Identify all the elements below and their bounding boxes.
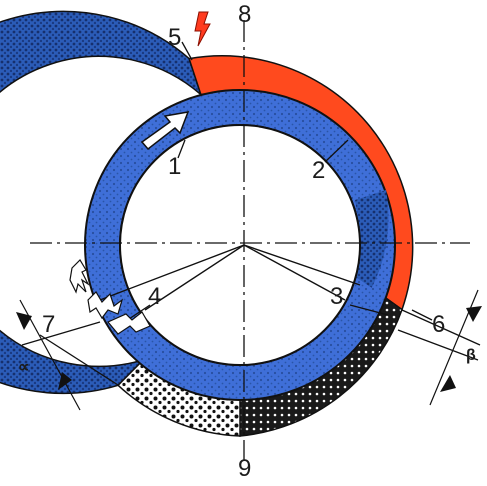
leader-2 [324,139,349,163]
leader-6 [411,309,433,321]
pointer-line-3a [243,244,361,286]
label-3: 3 [330,283,343,310]
fire-icon [69,259,151,335]
center-disc [119,124,361,366]
label-8: 8 [238,1,251,28]
label-7: 7 [42,311,55,338]
pointer-line-4a [99,244,245,301]
label-6: 6 [432,311,445,338]
label-9: 9 [238,455,251,482]
beta-arrow-bottom [440,375,456,392]
alpha-arrow-top [16,312,32,330]
label-alpha: ∝ [18,359,29,376]
leader-5 [181,41,193,61]
leader-3 [349,304,389,316]
label-2: 2 [312,157,325,184]
beta-arrow-top [466,306,482,322]
lightning-icon [194,11,211,47]
outer-ring-blue-sector [0,10,203,395]
label-beta: β [466,347,476,364]
label-1: 1 [168,153,181,180]
beta-line-a [401,309,481,346]
alpha-line-b [21,321,101,346]
rotation-arrow-icon [140,111,190,151]
pointer-line-3b [243,244,346,301]
alpha-line-a [39,334,119,386]
label-5: 5 [168,24,181,51]
label-4: 4 [148,283,161,310]
leader-1 [177,139,186,159]
beta-line-b [397,329,479,361]
alpha-arrow-bottom [58,372,72,390]
pointer-line-4b [144,244,245,311]
